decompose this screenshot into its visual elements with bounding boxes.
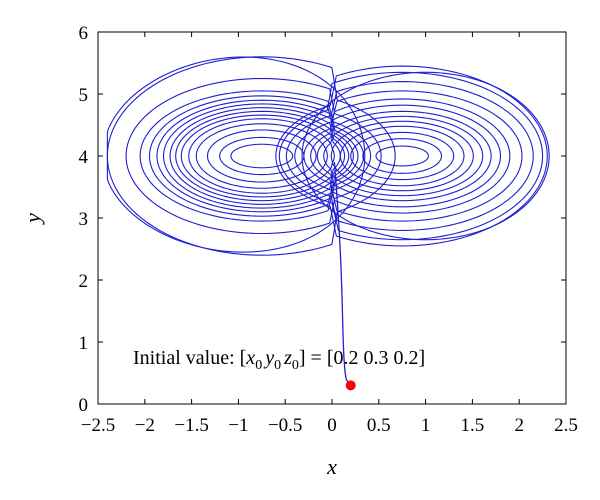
left-lobe-orbit [180,114,341,198]
x-tick-label: 2.5 [554,415,578,436]
left-lobe-orbit [169,107,350,205]
right-lobe-orbit [362,138,443,174]
x-tick-label: −0.5 [268,415,302,436]
right-lobe-orbit [294,90,523,222]
left-lobe-orbit [230,143,294,169]
y-tick-label: 2 [79,271,89,292]
y-axis-ticks: 0 1 2 3 4 5 6 [79,23,566,416]
x-tick-label: 0 [327,415,337,436]
x-axis-title: x [326,454,337,479]
right-lobe-orbit [339,125,465,187]
y-tick-label: 4 [79,147,89,168]
y-tick-label: 5 [79,85,89,106]
left-lobe-orbit [162,103,354,209]
initial-value-annotation: Initial value: [x0 y0 z0] = [0.2 0.3 0.2] [133,347,425,373]
right-lobe-orbit [350,131,455,181]
left-lobe-orbit [219,136,305,176]
x-tick-label: 1.5 [461,415,485,436]
left-lobe-orbit [148,95,365,217]
right-lobe-orbit [375,145,429,167]
trajectory-transient [333,162,352,386]
left-lobe-orbit [106,56,396,256]
outer-right-orbit [301,71,550,241]
y-tick-label: 3 [79,209,89,230]
x-tick-label: −1 [228,415,248,436]
x-tick-label: −1.5 [174,415,208,436]
right-lobe-orbit [285,81,534,231]
right-lobe-orbit [275,65,548,247]
left-lobe-orbit [188,118,335,194]
x-tick-label: 1 [421,415,431,436]
left-lobe-orbit [175,110,346,202]
y-tick-label: 0 [79,395,89,416]
outer-left-orbit [106,56,366,253]
right-lobe-orbit [310,104,502,208]
left-lobe-orbit [156,99,359,213]
right-lobe-orbit [330,120,474,192]
trajectory-series [106,56,550,386]
right-lobe-orbit [316,110,492,202]
initial-point-marker [345,380,356,391]
x-tick-label: −2 [135,415,155,436]
x-tick-label: −2.5 [81,415,115,436]
left-lobe-orbit [139,90,372,222]
x-tick-label: 0.5 [367,415,391,436]
left-lobe-orbit [125,77,382,235]
right-lobe-orbit [323,115,484,197]
y-tick-label: 6 [79,23,89,44]
x-tick-label: 2 [514,415,524,436]
y-axis-title: y [20,213,45,225]
y-tick-label: 1 [79,333,89,354]
right-lobe-orbit [278,71,544,241]
left-lobe-orbit [195,123,328,189]
x-axis-ticks: −2.5 −2 −1.5 −1 −0.5 0 0.5 1 1.5 2 2.5 [81,32,578,436]
right-lobe-orbit [303,98,511,214]
